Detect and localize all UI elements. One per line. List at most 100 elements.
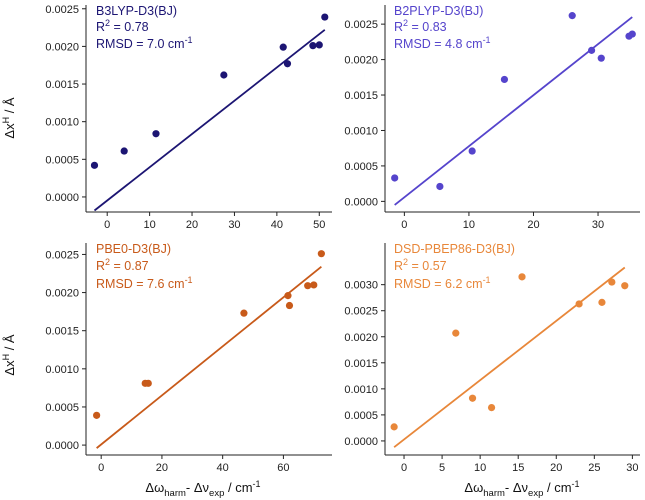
x-axis-title-right: Δωharm- Δνexp / cm-1: [464, 479, 579, 499]
data-point: [279, 43, 287, 51]
panel-title: DSD-PBEP86-D3(BJ): [394, 242, 515, 256]
data-point: [304, 282, 312, 290]
rmsd-annotation: RMSD = 6.2 cm-1: [394, 275, 491, 291]
x-axis-title-left: Δωharm- Δνexp / cm-1: [145, 479, 260, 499]
data-point: [240, 309, 248, 317]
rmsd-annotation: RMSD = 7.6 cm-1: [96, 275, 193, 291]
rmsd-annotation: RMSD = 4.8 cm-1: [394, 35, 491, 51]
x-tick-label: 20: [527, 219, 539, 231]
panel-3: 0.0000 0.0005 0.0010 0.0015 0.0020 0.0025 0.00…: [344, 243, 640, 474]
x-tick-label: 20: [156, 462, 168, 474]
y-tick-label: 0.0005: [45, 402, 79, 414]
data-point: [321, 13, 329, 21]
y-tick-label: 0.0025: [344, 306, 378, 318]
data-point: [315, 41, 323, 49]
panel-2: 0.0000 0.0005 0.0010 0.0015 0.0020 0.0025 0 20 4…: [45, 243, 332, 474]
data-point: [468, 394, 477, 402]
x-tick-label: 40: [271, 219, 283, 231]
panel-title: PBE0-D3(BJ): [96, 242, 171, 256]
x-tick-label: 15: [512, 462, 524, 474]
y-tick-label: 0.0025: [45, 249, 79, 261]
data-point: [285, 301, 294, 310]
data-point: [93, 411, 101, 419]
rmsd-annotation: RMSD = 7.0 cm-1: [96, 35, 193, 51]
data-point: [317, 250, 325, 258]
r2-annotation: R2 = 0.87: [96, 257, 149, 273]
panel-1-annotations: B2PLYP-D3(BJ) R2 = 0.83 RMSD = 4.8 cm-1: [394, 4, 491, 51]
data-point: [283, 60, 292, 68]
data-point: [500, 75, 509, 84]
data-point: [90, 161, 99, 169]
x-tick-label: 30: [626, 462, 638, 474]
data-point: [310, 281, 318, 289]
regression-line: [96, 265, 322, 449]
data-point: [152, 130, 160, 138]
x-tick-label: 20: [550, 462, 562, 474]
data-point: [309, 42, 317, 50]
x-tick-label: 60: [277, 462, 289, 474]
y-tick-label: 0.0015: [344, 358, 378, 370]
x-tick-label: 50: [313, 219, 325, 231]
regression-line: [93, 29, 326, 212]
data-point: [597, 54, 605, 62]
y-tick-label: 0.0030: [344, 280, 378, 292]
panel-0-annotations: B3LYP-D3(BJ) R2 = 0.78 RMSD = 7.0 cm-1: [96, 4, 193, 51]
y-tick-label: 0.0010: [45, 364, 79, 376]
x-tick-label: 0: [401, 219, 407, 231]
x-tick-label: 20: [186, 219, 198, 231]
x-tick-label: 5: [439, 462, 445, 474]
x-tick-label: 25: [588, 462, 600, 474]
x-tick-label: 30: [592, 219, 604, 231]
r2-annotation: R2 = 0.57: [394, 257, 447, 273]
data-point: [468, 147, 476, 155]
y-tick-label: 0.0020: [45, 41, 79, 53]
x-tick-label: 0: [104, 219, 110, 231]
data-point: [608, 278, 616, 286]
y-tick-label: 0.0015: [344, 90, 378, 102]
data-point: [568, 12, 576, 20]
data-point: [436, 182, 444, 191]
y-tick-label: 0.0000: [45, 192, 79, 204]
data-point: [284, 292, 292, 300]
y-tick-label: 0.0020: [344, 55, 378, 67]
data-point: [628, 30, 636, 38]
data-point: [120, 147, 128, 155]
data-point: [575, 300, 583, 308]
data-point: [391, 174, 399, 182]
x-tick-label: 10: [143, 219, 155, 231]
panel-2-annotations: PBE0-D3(BJ) R2 = 0.87 RMSD = 7.6 cm-1: [96, 242, 193, 291]
y-axis-title-top: ΔxH / Å: [1, 97, 17, 139]
y-axis-title-bottom: ΔxH / Å: [1, 334, 17, 376]
regression-line: [393, 266, 626, 448]
panel-1: 0.0000 0.0005 0.0010 0.0015 0.0020 0.0025 0 10 2…: [344, 5, 640, 231]
panels: 0.0000 0.0005 0.0010 0.0015 0.0020 0.0025 0 10 2…: [45, 4, 640, 474]
panel-3-annotations: DSD-PBEP86-D3(BJ) R2 = 0.57 RMSD = 6.2 c…: [394, 242, 515, 291]
data-point: [220, 71, 228, 79]
x-tick-label: 10: [463, 219, 475, 231]
y-tick-label: 0.0025: [344, 19, 378, 31]
y-tick-label: 0.0015: [45, 326, 79, 338]
x-tick-label: 0: [98, 462, 104, 474]
data-point: [621, 282, 629, 290]
x-tick-label: 40: [217, 462, 229, 474]
data-point: [452, 329, 460, 337]
data-point: [487, 403, 496, 412]
data-point: [598, 298, 606, 306]
y-tick-label: 0.0005: [344, 410, 378, 422]
data-point: [587, 46, 596, 54]
panel-title: B3LYP-D3(BJ): [96, 4, 177, 18]
y-tick-label: 0.0010: [45, 117, 79, 129]
panel-title: B2PLYP-D3(BJ): [394, 4, 483, 18]
data-point: [518, 273, 526, 281]
data-point: [144, 379, 152, 387]
r2-annotation: R2 = 0.83: [394, 18, 447, 34]
y-tick-label: 0.0000: [45, 440, 79, 452]
y-tick-label: 0.0005: [344, 161, 378, 173]
r2-annotation: R2 = 0.78: [96, 18, 149, 34]
y-tick-label: 0.0000: [344, 436, 378, 448]
y-tick-label: 0.0000: [344, 196, 378, 208]
x-tick-label: 0: [401, 462, 407, 474]
x-tick-label: 10: [474, 462, 486, 474]
data-point: [390, 423, 398, 431]
